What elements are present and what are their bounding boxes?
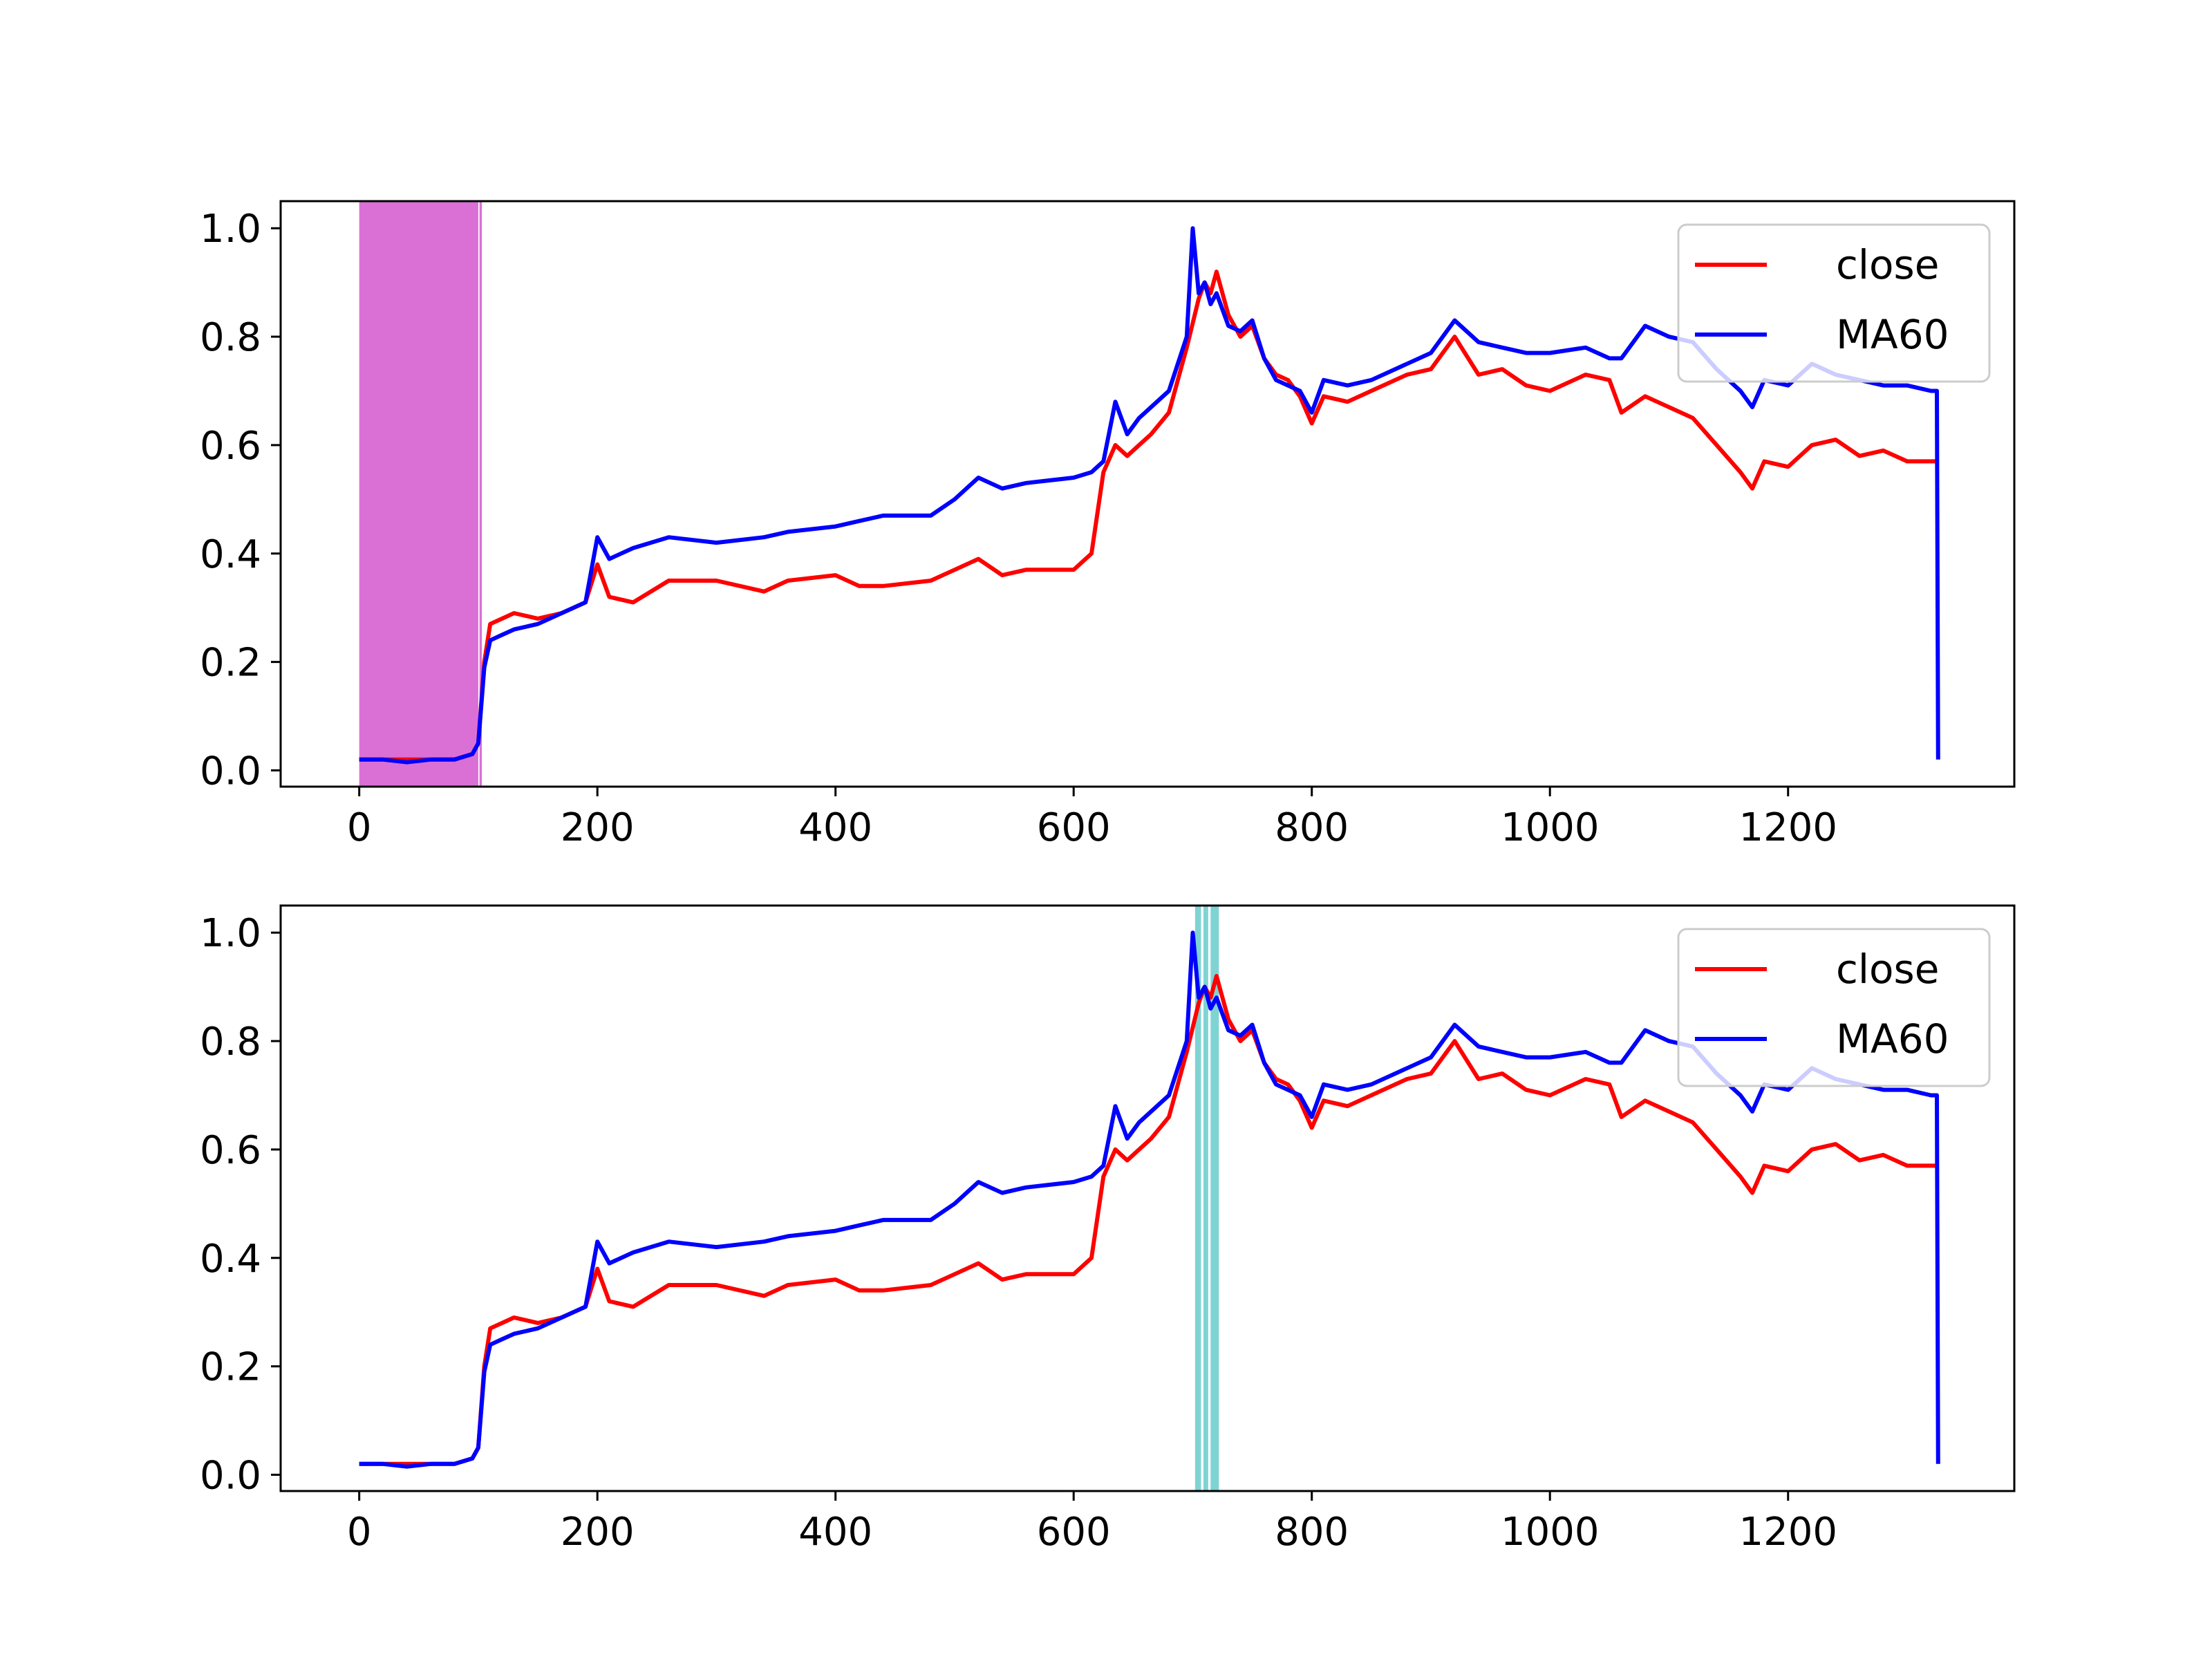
top-shaded-regions — [359, 201, 482, 787]
bottom-axes-frame — [279, 904, 2016, 1492]
top-xtick-label-2: 400 — [798, 805, 872, 850]
bottom-xtick-label-5: 1000 — [1501, 1510, 1600, 1555]
bottom-ytick-label-5: 1.0 — [200, 911, 261, 956]
bottom-shaded-regions — [1194, 906, 1219, 1491]
top-xtick-label-4: 800 — [1275, 805, 1349, 850]
top-ytick-label-2: 0.4 — [200, 532, 261, 577]
top-axis-ticks: 0 200 400 600 800 1000 1200 0.0 0.2 0.4 0.6 0.8 1.0 — [200, 207, 1837, 850]
top-ytick-label-4: 0.8 — [200, 315, 261, 360]
bottom-shaded-region-0 — [1194, 906, 1201, 1491]
bottom-shaded-region-2 — [1210, 906, 1219, 1491]
top-xtick-label-5: 1000 — [1501, 805, 1600, 850]
top-xtick-label-6: 1200 — [1738, 805, 1837, 850]
bottom-ytick-label-4: 0.8 — [200, 1020, 261, 1065]
bottom-xtick-label-1: 200 — [561, 1510, 635, 1555]
top-chart-panel: 0 200 400 600 800 1000 12000.00.20.40.60.81.0 … — [200, 200, 2016, 850]
bottom-legend: close MA60 — [1677, 928, 1991, 1087]
bottom-axis-ticks: 0 200 400 600 800 1000 1200 0.0 0.2 0.4 0.6 0.8 1.0 — [200, 911, 1837, 1555]
bottom-legend-ma60-label: MA60 — [1836, 1015, 1949, 1062]
bottom-chart-panel: 0 200 400 600 800 1000 12000.00.20.40.60.81.0 … — [200, 904, 2016, 1555]
top-xtick-label-1: 200 — [561, 805, 635, 850]
bottom-shaded-region-1 — [1203, 906, 1208, 1491]
top-ytick-label-5: 1.0 — [200, 207, 261, 252]
top-shaded-region-1 — [479, 201, 482, 787]
bottom-legend-close-label: close — [1836, 946, 1939, 993]
bottom-ytick-label-2: 0.4 — [200, 1237, 261, 1282]
bottom-ytick-label-1: 0.2 — [200, 1345, 261, 1390]
bottom-ytick-label-0: 0.0 — [200, 1453, 261, 1498]
top-ytick-label-1: 0.2 — [200, 641, 261, 686]
bottom-xtick-label-4: 800 — [1275, 1510, 1349, 1555]
bottom-ytick-label-3: 0.6 — [200, 1128, 261, 1173]
top-ytick-label-3: 0.6 — [200, 424, 261, 469]
bottom-xtick-label-6: 1200 — [1738, 1510, 1837, 1555]
top-shaded-region-0 — [359, 201, 478, 787]
top-ytick-label-0: 0.0 — [200, 749, 261, 794]
bottom-xtick-label-0: 0 — [347, 1510, 372, 1555]
bottom-xtick-label-3: 600 — [1037, 1510, 1111, 1555]
top-axes-frame — [279, 200, 2016, 788]
top-legend-ma60-label: MA60 — [1836, 311, 1949, 358]
top-legend-close-label: close — [1836, 241, 1939, 288]
top-xtick-label-0: 0 — [347, 805, 372, 850]
top-legend: close MA60 — [1677, 223, 1991, 383]
top-xtick-label-3: 600 — [1037, 805, 1111, 850]
bottom-xtick-label-2: 400 — [798, 1510, 872, 1555]
